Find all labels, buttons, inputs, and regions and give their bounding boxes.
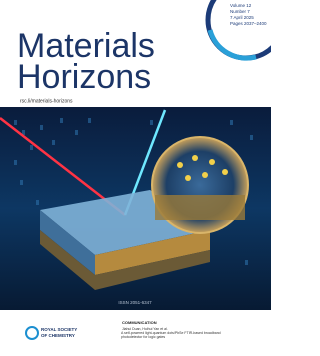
- cover: Volume 12 Number 7 7 April 2025 Pages 20…: [0, 0, 271, 356]
- rsc-logo: [26, 327, 38, 339]
- article-title-box: A self-powered light-quantum dots/PbSe F…: [121, 331, 221, 345]
- article-type: COMMUNICATION: [122, 320, 157, 325]
- date: 7 April 2025: [230, 15, 254, 20]
- article-title: A self-powered light-quantum dots/PbSe F…: [121, 331, 221, 339]
- title-line2: Horizons: [17, 58, 151, 96]
- number: Number 7: [230, 9, 250, 14]
- issn: ISSN 2051-6347: [118, 300, 152, 305]
- publisher-line2: OF CHEMISTRY: [41, 333, 75, 338]
- volume: Volume 12: [230, 3, 252, 8]
- lens-layer: [155, 195, 245, 220]
- publisher-line1: ROYAL SOCIETY: [41, 327, 77, 332]
- pages: Pages 2037–2400: [230, 21, 267, 26]
- page: Volume 12 Number 7 7 April 2025 Pages 20…: [0, 0, 271, 356]
- url: rsc.li/materials-horizons: [20, 98, 73, 104]
